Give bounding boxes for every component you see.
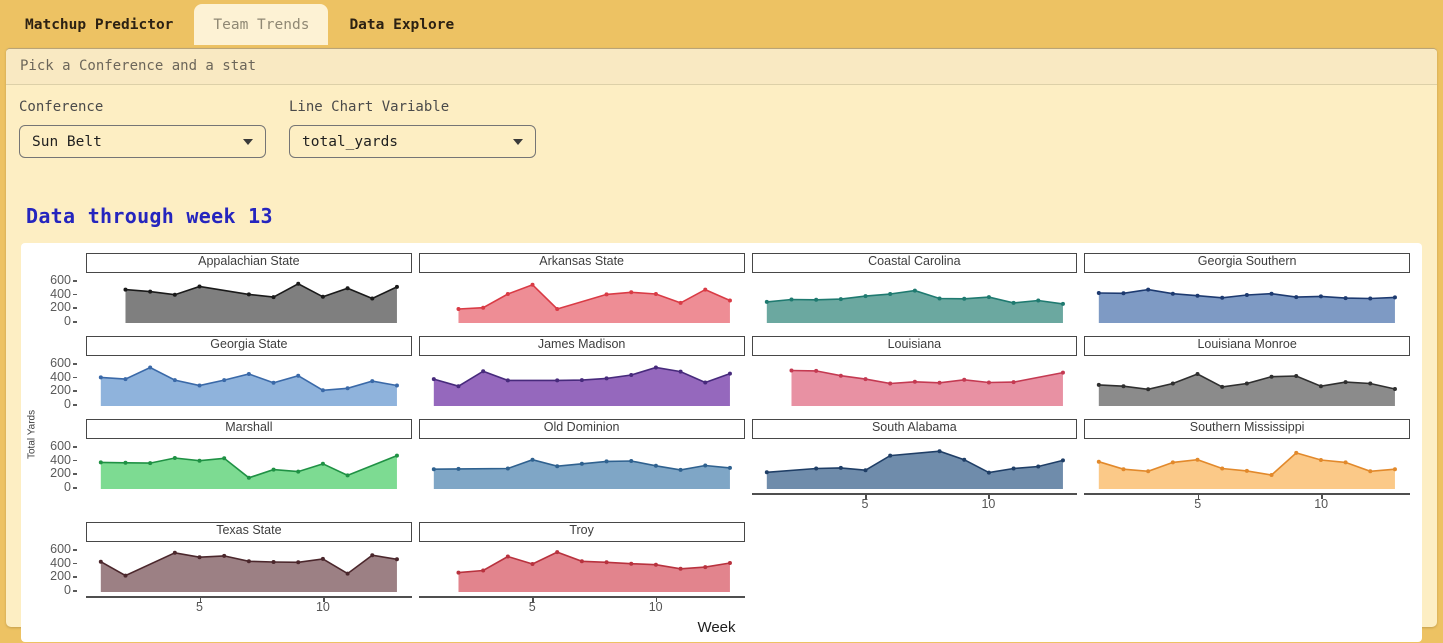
facet-title: Georgia State <box>86 336 412 356</box>
page-title: Data through week 13 <box>26 204 273 228</box>
conference-field: Conference Sun Belt <box>19 99 266 158</box>
y-axis-ticks: 600 400 200 0 <box>41 419 79 494</box>
y-axis-ticks: 600 400 200 0 <box>41 522 79 597</box>
facet-title: Coastal Carolina <box>751 253 1078 273</box>
facet-title: Marshall <box>86 419 412 439</box>
facet-area-chart <box>86 275 412 327</box>
variable-label: Line Chart Variable <box>289 99 450 115</box>
facet-coastal-carolina: Coastal Carolina <box>751 253 1078 327</box>
facet-area-chart <box>418 275 745 327</box>
facet-south-alabama: South Alabama 5 10 <box>751 419 1078 513</box>
conference-select[interactable]: Sun Belt <box>19 125 266 158</box>
facet-title: James Madison <box>418 336 745 356</box>
tab-team-trends[interactable]: Team Trends <box>194 4 329 45</box>
facet-southern-mississippi: Southern Mississippi 5 10 <box>1084 419 1410 513</box>
facet-area-chart <box>1084 441 1410 493</box>
facet-title: Georgia Southern <box>1084 253 1410 273</box>
x-axis: 5 10 <box>418 596 745 616</box>
facet-troy: Troy 5 10 <box>418 522 745 616</box>
chevron-down-icon <box>513 138 523 145</box>
facet-marshall: Marshall <box>86 419 412 493</box>
facet-area-chart <box>1084 358 1410 410</box>
main-card: Pick a Conference and a stat Conference … <box>6 48 1437 642</box>
tab-data-explore[interactable]: Data Explore <box>349 16 455 33</box>
facet-title: Old Dominion <box>418 419 745 439</box>
facet-georgia-state: Georgia State <box>86 336 412 410</box>
facet-area-chart <box>418 441 745 493</box>
navbar: Matchup Predictor Team Trends Data Explo… <box>0 0 1443 45</box>
facet-area-chart <box>86 441 412 493</box>
facet-old-dominion: Old Dominion <box>418 419 745 493</box>
facet-area-chart <box>418 544 745 596</box>
controls-row: Conference Sun Belt Line Chart Variable … <box>19 99 1424 158</box>
x-axis: 5 10 <box>86 596 412 616</box>
facet-louisiana: Louisiana <box>751 336 1078 410</box>
chevron-down-icon <box>243 138 253 145</box>
facet-area-chart <box>751 441 1078 493</box>
variable-selected-value: total_yards <box>302 133 399 150</box>
conference-selected-value: Sun Belt <box>32 133 102 150</box>
facet-area-chart <box>86 544 412 596</box>
facet-area-chart <box>86 358 412 410</box>
facet-appalachian-state: Appalachian State <box>86 253 412 327</box>
facet-title: Texas State <box>86 522 412 542</box>
facet-title: Southern Mississippi <box>1084 419 1410 439</box>
facet-grid: 600 400 200 0 Appalachian State Arkansas Stat… <box>41 253 1410 616</box>
tab-matchup-predictor[interactable]: Matchup Predictor <box>25 16 174 33</box>
x-axis: 5 10 <box>751 493 1078 513</box>
facet-title: Troy <box>418 522 745 542</box>
facet-texas-state: Texas State 5 10 <box>86 522 412 616</box>
y-axis-ticks: 600 400 200 0 <box>41 336 79 411</box>
facet-title: Appalachian State <box>86 253 412 273</box>
y-axis-title: Total Yards <box>26 409 38 460</box>
facet-title: Louisiana <box>751 336 1078 356</box>
facet-area-chart <box>418 358 745 410</box>
facet-arkansas-state: Arkansas State <box>418 253 745 327</box>
x-axis-title: Week <box>697 619 736 636</box>
facet-area-chart <box>751 358 1078 410</box>
facet-area-chart <box>751 275 1078 327</box>
card-header: Pick a Conference and a stat <box>6 49 1437 85</box>
facet-title: Louisiana Monroe <box>1084 336 1410 356</box>
facet-james-madison: James Madison <box>418 336 745 410</box>
variable-select[interactable]: total_yards <box>289 125 536 158</box>
facet-area-chart <box>1084 275 1410 327</box>
card-body: Conference Sun Belt Line Chart Variable … <box>6 85 1437 642</box>
x-axis: 5 10 <box>1084 493 1410 513</box>
y-axis-ticks: 600 400 200 0 <box>41 253 79 328</box>
conference-label: Conference <box>19 99 104 115</box>
facet-title: Arkansas State <box>418 253 745 273</box>
facet-louisiana-monroe: Louisiana Monroe <box>1084 336 1410 410</box>
variable-field: Line Chart Variable total_yards <box>289 99 536 158</box>
facet-title: South Alabama <box>751 419 1078 439</box>
facet-georgia-southern: Georgia Southern <box>1084 253 1410 327</box>
trends-chart: Total Yards 600 400 200 0 Appalachian State A… <box>21 243 1422 642</box>
